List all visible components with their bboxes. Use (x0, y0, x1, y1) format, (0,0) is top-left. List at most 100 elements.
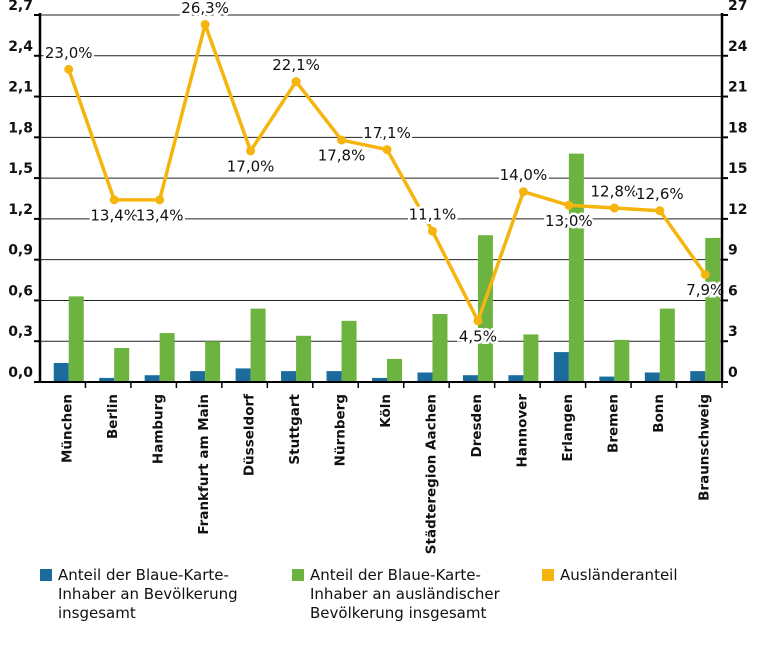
bar (281, 371, 297, 382)
x-tick-label: München (60, 394, 76, 463)
data-label: 14,0% (500, 166, 548, 184)
y-tick-label: 0,9 (8, 243, 33, 259)
legend-swatch (542, 569, 554, 581)
legend-label: Anteil der Blaue-Karte-Inhaber an auslän… (310, 566, 500, 622)
legend-label: Anteil der Blaue-Karte-Inhaber an Bevölk… (58, 566, 238, 622)
bar (614, 339, 630, 382)
data-label: 12,8% (591, 183, 639, 201)
y-tick-label: 1,5 (8, 161, 33, 177)
x-tick-label: Hannover (514, 394, 530, 468)
data-label: 7,9% (686, 281, 724, 299)
bar (53, 362, 69, 382)
bar (599, 376, 615, 382)
legend-swatch (292, 569, 304, 581)
data-label: 26,3% (181, 0, 229, 17)
data-label: 23,0% (45, 44, 93, 62)
chart: 0,0 0,3 0,6 0,9 1,2 1,5 1,8 2,1 2,4 2,7 0 3 6 9 12 15 18… (8, 0, 748, 554)
x-tick-label: Frankfurt am Main (196, 394, 212, 535)
bar (372, 377, 387, 382)
bar (250, 308, 266, 382)
bar (99, 377, 115, 382)
x-tick-label: Bremen (605, 394, 621, 453)
y-tick-label: 1,2 (8, 202, 33, 218)
point (518, 187, 528, 197)
point (246, 146, 256, 156)
bar (144, 375, 160, 382)
x-tick-label: Hamburg (151, 394, 167, 464)
bar (477, 235, 493, 382)
point (655, 206, 665, 216)
bar (114, 348, 130, 382)
y2-tick-label: 15 (728, 161, 747, 177)
point (382, 145, 392, 155)
data-label: 12,6% (636, 185, 684, 203)
point (337, 135, 347, 145)
x-tick-label: Bonn (651, 394, 667, 433)
point (200, 20, 210, 30)
data-label: 13,0% (545, 212, 593, 230)
y2-tick-label: 0 (728, 365, 738, 381)
y2-tick-label: 24 (728, 39, 748, 55)
legend-item: Anteil der Blaue-Karte-Inhaber an Bevölk… (40, 566, 292, 652)
point (64, 64, 74, 74)
y-tick-label: 2,1 (8, 80, 33, 96)
line (67, 22, 707, 323)
point (427, 226, 437, 236)
y-tick-label: 0,6 (8, 283, 33, 299)
y2-tick-label: 18 (728, 120, 747, 136)
y2-tick-label: 9 (728, 243, 738, 259)
bar (205, 341, 221, 382)
x-tick-label: Nürnberg (333, 394, 349, 466)
point (564, 200, 574, 210)
x-tick-label: Düsseldorf (242, 394, 258, 476)
y2-tick-label: 12 (728, 202, 747, 218)
data-label: 17,8% (318, 147, 366, 165)
x-tick-label: Erlangen (560, 394, 576, 462)
data-label: 13,4% (136, 206, 184, 224)
bar (690, 371, 706, 382)
point (155, 195, 165, 205)
bar (235, 368, 251, 382)
bar (659, 308, 675, 382)
bar (417, 372, 433, 382)
bar (326, 371, 342, 382)
y-tick-label: 2,7 (8, 0, 33, 14)
x-tick-label: Dresden (469, 394, 485, 458)
x-tick-label: Stuttgart (287, 393, 303, 464)
legend-item: Ausländeranteil (542, 566, 742, 652)
x-tick-label: Städteregion Aachen (423, 394, 439, 554)
legend-item: Anteil der Blaue-Karte-Inhaber an auslän… (292, 566, 542, 652)
x-tick-label: Köln (378, 394, 394, 428)
point (609, 203, 619, 213)
y-tick-label: 1,8 (8, 120, 33, 136)
data-label: 22,1% (272, 56, 320, 74)
bar (508, 375, 524, 382)
bar (190, 371, 206, 382)
data-label: 17,1% (363, 124, 411, 142)
bar (159, 333, 175, 382)
bar (553, 352, 569, 382)
point (291, 77, 301, 87)
data-label: 17,0% (227, 157, 275, 175)
legend: Anteil der Blaue-Karte-Inhaber an Bevölk… (40, 566, 750, 652)
bar (705, 237, 721, 382)
y2-tick-label: 21 (728, 80, 747, 96)
x-tick-label: Braunschweig (696, 394, 712, 501)
data-label: 4,5% (459, 327, 497, 345)
labels: 23,0% 13,4%13,4% 26,3% 17,0% 22,1% 17,8% 17,1%… (42, 0, 726, 348)
data-label: 13,4% (90, 206, 138, 224)
bar (68, 296, 84, 382)
bar (462, 375, 478, 382)
y-tick-label: 0,3 (8, 324, 33, 340)
bar (341, 320, 357, 382)
bar (568, 153, 584, 382)
point (700, 270, 710, 280)
legend-label: Ausländeranteil (560, 566, 678, 584)
y-tick-label: 2,4 (8, 39, 33, 55)
bar (387, 358, 402, 382)
data-label: 11,1% (409, 206, 457, 224)
point (473, 316, 483, 326)
bar (644, 372, 660, 382)
x-tick-label: Berlin (105, 394, 121, 439)
